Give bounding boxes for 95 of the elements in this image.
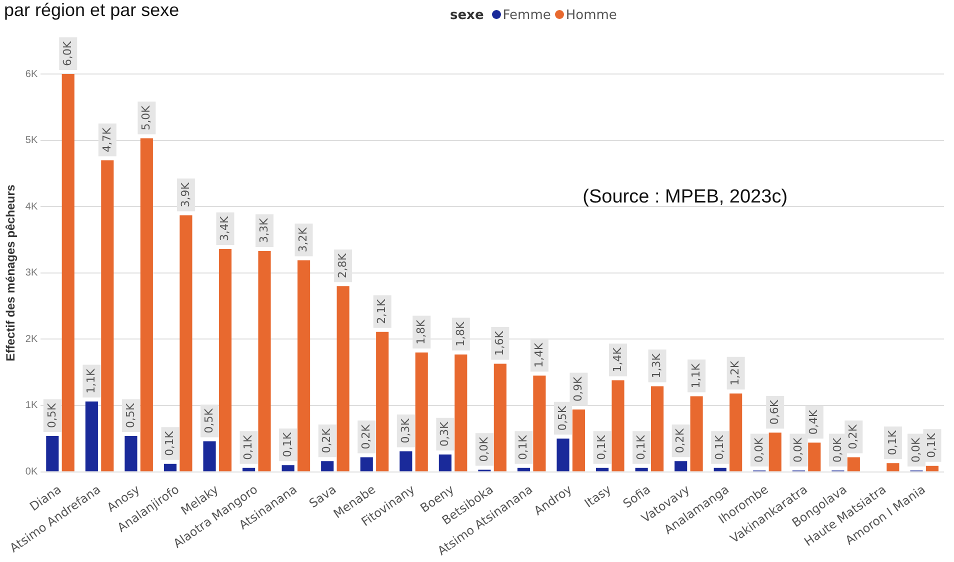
data-label: 3,3K (257, 218, 270, 244)
data-label: 0,2K (674, 428, 687, 454)
data-label: 0,1K (516, 434, 530, 460)
bar (298, 260, 310, 472)
data-label: 0,1K (886, 430, 899, 456)
data-label: 1,8K (414, 318, 428, 344)
data-label: 4,7K (100, 126, 114, 152)
bar (124, 436, 138, 472)
y-tick-label: 6K (25, 68, 38, 80)
data-label: 0,0K (792, 436, 805, 462)
data-label: 3,2K (296, 226, 310, 252)
bar (140, 138, 153, 472)
bar (494, 364, 506, 472)
bar (101, 160, 114, 472)
data-label: 0,5K (556, 405, 569, 431)
bar (164, 464, 177, 472)
bar (336, 286, 350, 472)
y-tick-label: 0K (25, 466, 38, 478)
data-label: 1,1K (689, 362, 702, 388)
data-label: 1,8K (454, 320, 467, 346)
data-label: 0,0K (752, 436, 766, 462)
bar (180, 215, 192, 472)
y-tick-label: 5K (25, 135, 38, 146)
data-label: 0,4K (807, 409, 820, 435)
bar (438, 454, 452, 472)
bar (650, 386, 664, 472)
data-label: 0,1K (925, 432, 938, 458)
legend-label: Homme (566, 8, 617, 23)
bar (360, 457, 373, 472)
bar (415, 352, 428, 472)
bar (517, 468, 530, 472)
data-label: 1,2K (728, 360, 742, 386)
bar (730, 394, 742, 472)
data-label: 0,6K (768, 399, 781, 425)
bar (282, 465, 294, 472)
data-label: 0,0K (909, 436, 922, 462)
bar (376, 332, 389, 472)
data-label: 2,8K (336, 252, 349, 278)
data-label: 0,3K (438, 421, 452, 447)
legend-label: Femme (502, 8, 551, 23)
bar (321, 461, 334, 472)
data-label: 0,2K (359, 424, 372, 450)
bar (926, 466, 938, 472)
data-label: 3,9K (178, 182, 192, 208)
y-tick-label: 4K (25, 201, 38, 212)
data-label: 0,5K (202, 408, 216, 434)
annotation: (Source : MPEB, 2023c) (582, 186, 788, 208)
bar (242, 468, 256, 472)
y-tick-label: 2K (25, 334, 38, 345)
data-label: 0,0K (830, 436, 844, 462)
data-label: 1,1K (84, 368, 98, 394)
legend-title: sexe (450, 8, 484, 23)
data-label: 0,1K (163, 430, 176, 456)
data-label: 1,3K (650, 352, 664, 378)
bar (533, 376, 546, 472)
bar (62, 74, 74, 472)
data-label: 0,1K (242, 434, 255, 460)
data-label: 0,2K (846, 424, 860, 450)
data-label: 0,5K (45, 402, 58, 428)
data-label: 6,0K (60, 40, 74, 66)
data-label: 1,4K (532, 342, 546, 368)
data-label: 0,1K (595, 434, 608, 460)
data-label: 0,1K (634, 434, 648, 460)
data-label: 0,5K (124, 402, 137, 428)
bar (258, 251, 271, 472)
data-label: 2,1K (375, 298, 388, 324)
data-label: 3,4K (218, 216, 232, 242)
bar (203, 441, 216, 472)
data-label: 5,0K (140, 104, 153, 130)
bar (218, 249, 232, 472)
bar (46, 436, 59, 472)
bar (635, 468, 648, 472)
bar (886, 463, 900, 472)
bar (400, 451, 412, 472)
bar (714, 468, 726, 472)
bar (454, 354, 468, 472)
data-label: 1,6K (493, 330, 506, 356)
bar (85, 402, 98, 472)
bar (556, 438, 570, 472)
y-axis-title: Effectif des ménages pêcheurs (4, 184, 18, 362)
bar (674, 461, 688, 472)
data-label: 0,0K (477, 436, 490, 462)
data-label: 0,9K (572, 376, 585, 402)
data-label: 0,3K (398, 418, 412, 444)
y-tick-label: 1K (25, 400, 38, 412)
y-tick-label: 3K (25, 268, 38, 279)
bar (690, 396, 703, 472)
bar (612, 380, 624, 472)
data-label: 0,1K (280, 432, 294, 458)
chart-title: par région et par sexe (4, 0, 180, 21)
data-label: 0,1K (712, 434, 726, 460)
bar (572, 409, 586, 472)
bar (596, 468, 609, 472)
data-label: 1,4K (610, 346, 624, 372)
data-label: 0,2K (320, 428, 334, 454)
